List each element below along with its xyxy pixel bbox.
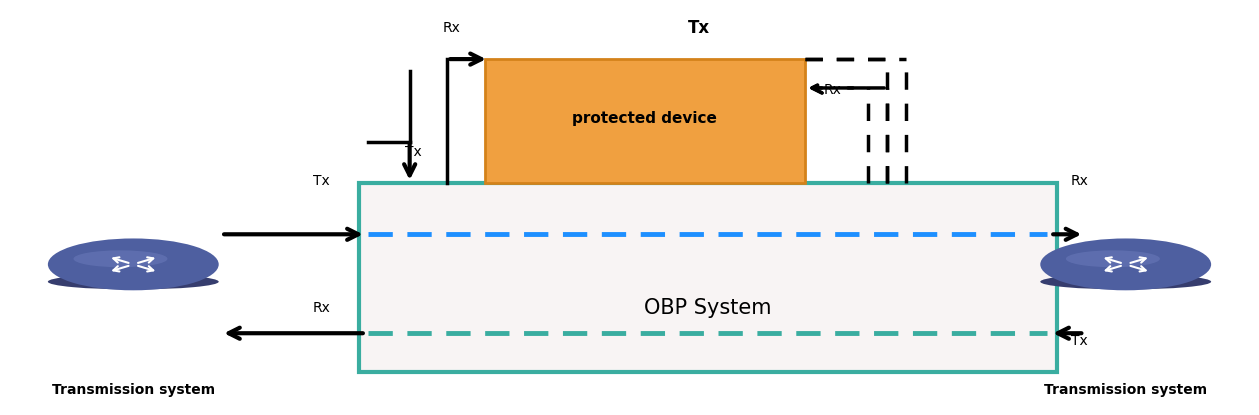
Text: Tx: Tx: [687, 19, 710, 37]
Text: Rx: Rx: [1070, 174, 1088, 188]
Text: Rx: Rx: [825, 83, 842, 97]
Text: Tx: Tx: [1071, 334, 1088, 349]
Text: Transmission system: Transmission system: [1044, 383, 1207, 397]
Ellipse shape: [48, 239, 219, 290]
Text: Rx: Rx: [442, 21, 460, 35]
Ellipse shape: [1040, 274, 1211, 289]
Text: Tx: Tx: [405, 145, 422, 159]
FancyBboxPatch shape: [485, 59, 806, 183]
Ellipse shape: [73, 250, 167, 267]
Text: OBP System: OBP System: [643, 298, 771, 318]
Text: protected device: protected device: [572, 111, 718, 127]
Ellipse shape: [48, 274, 219, 289]
Ellipse shape: [1040, 239, 1211, 290]
Text: Tx: Tx: [313, 174, 330, 188]
FancyBboxPatch shape: [359, 183, 1056, 372]
Text: Rx: Rx: [312, 301, 331, 315]
Ellipse shape: [1066, 250, 1160, 267]
Text: OBO: OBO: [465, 98, 794, 317]
Text: Transmission system: Transmission system: [52, 383, 215, 397]
